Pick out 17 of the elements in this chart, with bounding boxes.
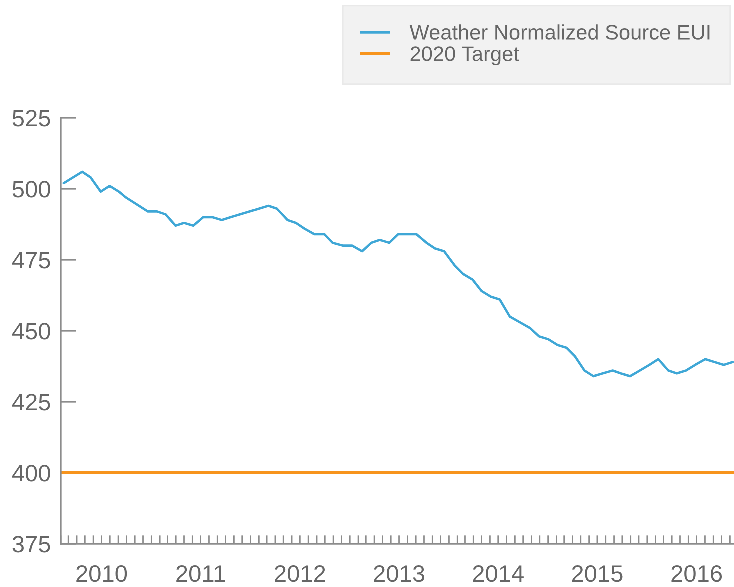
x-tick-label: 2012 xyxy=(275,565,326,582)
y-tick-label: 525 xyxy=(12,110,50,127)
x-tick-label: 2016 xyxy=(672,565,722,582)
y-tick-label: 400 xyxy=(12,465,50,482)
y-tick-label: 375 xyxy=(12,536,50,553)
y-tick-label: 475 xyxy=(12,252,50,269)
x-tick-label: 2013 xyxy=(374,565,424,582)
y-tick-label: 425 xyxy=(12,394,50,411)
legend-label: 2020 Target xyxy=(410,46,520,66)
y-tick-label: 500 xyxy=(12,181,50,198)
legend-label: Weather Normalized Source EUI xyxy=(410,24,710,40)
y-tick-label: 450 xyxy=(12,323,50,340)
x-tick-label: 2014 xyxy=(473,565,524,582)
x-tick-label: 2010 xyxy=(76,565,128,582)
line-series xyxy=(62,170,734,378)
x-tick-label: 2011 xyxy=(176,565,226,582)
x-tick-label: 2015 xyxy=(572,565,623,582)
